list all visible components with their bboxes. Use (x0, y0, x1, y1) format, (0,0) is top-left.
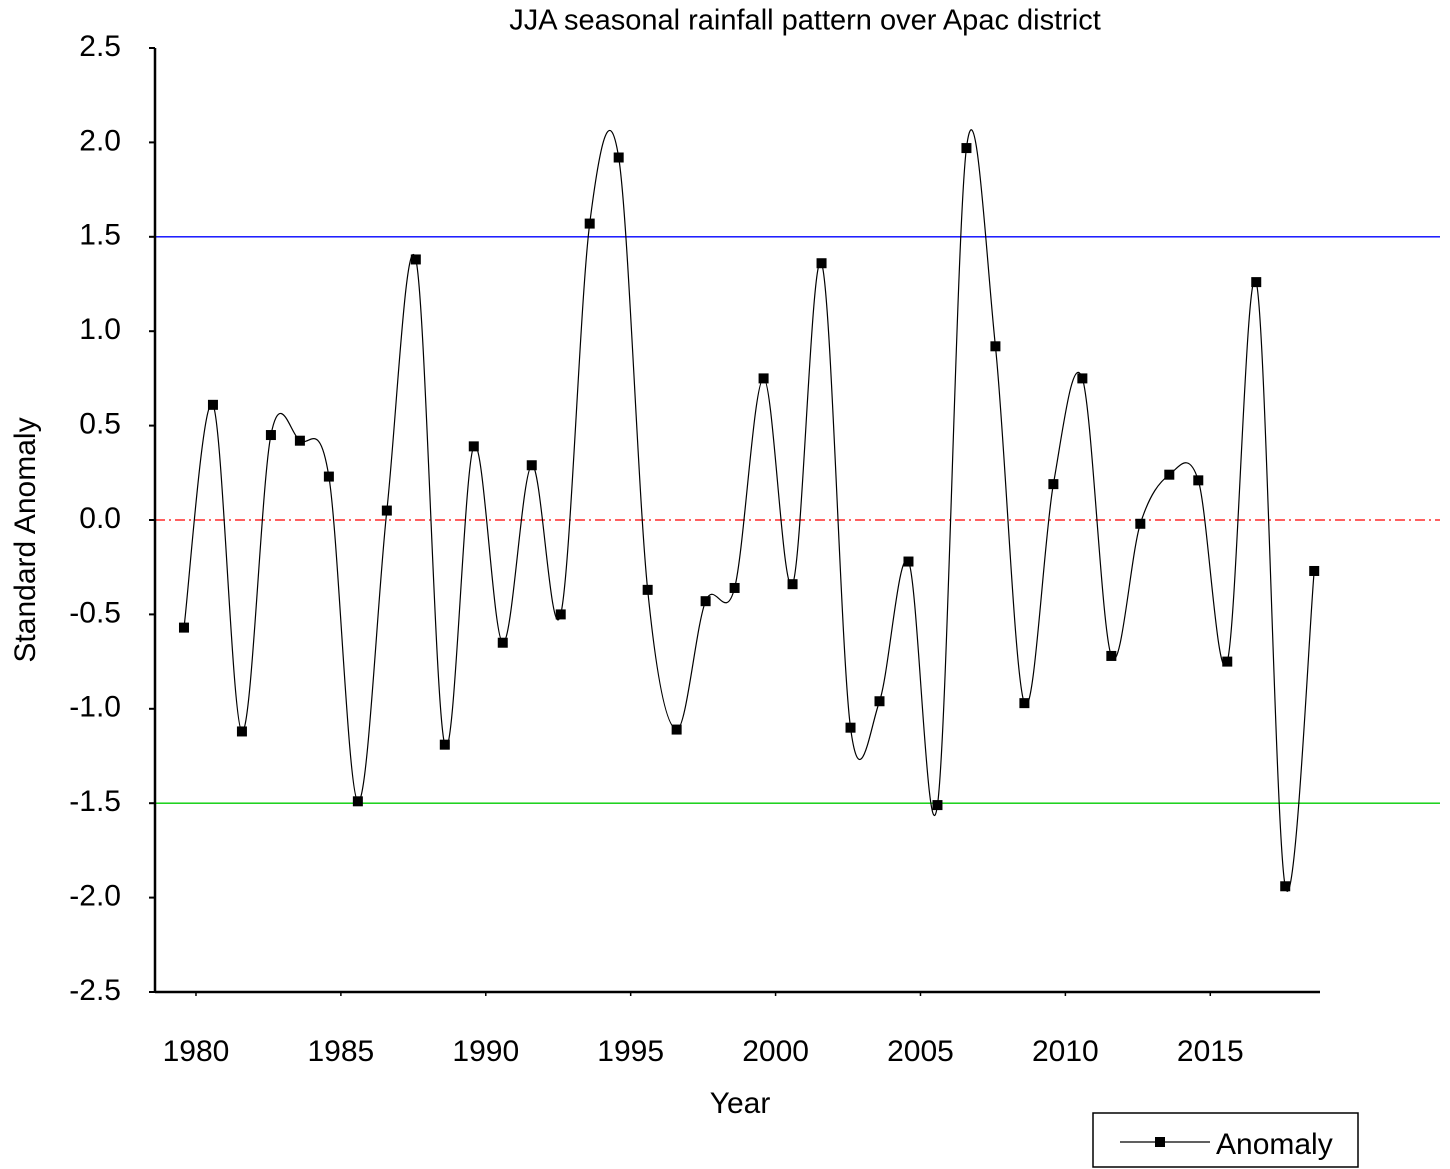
data-point (294, 435, 305, 446)
data-point (439, 739, 450, 750)
y-tick-label: 2.0 (79, 124, 121, 157)
legend-label: Anomaly (1216, 1128, 1333, 1161)
data-point (1280, 881, 1291, 892)
data-point (323, 471, 334, 482)
data-point (410, 254, 421, 265)
chart-title: JJA seasonal rainfall pattern over Apac … (509, 5, 1101, 37)
x-tick-label: 2010 (1032, 1035, 1099, 1068)
data-point (1222, 656, 1233, 667)
x-tick-label: 1990 (452, 1035, 519, 1068)
data-point (1077, 373, 1088, 384)
data-point (758, 373, 769, 384)
data-point (613, 152, 624, 163)
data-point (932, 800, 943, 811)
data-point (526, 460, 537, 471)
data-point (178, 622, 189, 633)
data-point (555, 609, 566, 620)
data-point (265, 430, 276, 441)
data-point (1048, 479, 1059, 490)
data-point (1164, 469, 1175, 480)
y-tick-label: -2.0 (69, 880, 121, 913)
data-point (468, 441, 479, 452)
y-tick-label: -0.5 (69, 596, 121, 629)
x-axis-label: Year (710, 1087, 771, 1120)
data-point (1309, 565, 1320, 576)
data-point (1193, 475, 1204, 486)
data-point (642, 584, 653, 595)
data-point (700, 596, 711, 607)
data-point (584, 218, 595, 229)
data-point (236, 726, 247, 737)
y-tick-label: 1.5 (79, 219, 121, 252)
x-tick-label: 1995 (597, 1035, 664, 1068)
data-point (381, 505, 392, 516)
data-point (816, 258, 827, 269)
data-point (352, 796, 363, 807)
x-tick-label: 2005 (887, 1035, 954, 1068)
data-point (207, 399, 218, 410)
data-point (990, 341, 1001, 352)
y-tick-label: -2.5 (69, 974, 121, 1007)
data-point (671, 724, 682, 735)
y-tick-label: 0.0 (79, 502, 121, 535)
data-point (1251, 277, 1262, 288)
y-tick-label: -1.0 (69, 691, 121, 724)
y-tick-label: 2.5 (79, 30, 121, 63)
x-tick-label: 1980 (163, 1035, 230, 1068)
y-tick-label: 0.5 (79, 408, 121, 441)
y-axis-label: Standard Anomaly (9, 417, 42, 662)
x-tick-label: 1985 (308, 1035, 375, 1068)
data-point (1106, 650, 1117, 661)
data-point (497, 637, 508, 648)
x-tick-label: 2015 (1177, 1035, 1244, 1068)
legend-box (1092, 1112, 1359, 1168)
data-point (874, 696, 885, 707)
data-point (1135, 518, 1146, 529)
data-point (961, 143, 972, 154)
data-point (1019, 698, 1030, 709)
x-tick-label: 2000 (742, 1035, 809, 1068)
legend-marker (1155, 1137, 1165, 1147)
data-point (845, 722, 856, 733)
y-tick-label: 1.0 (79, 313, 121, 346)
data-point (787, 579, 798, 590)
data-point (903, 556, 914, 567)
series-line (183, 129, 1315, 892)
data-point (729, 582, 740, 593)
y-tick-label: -1.5 (69, 785, 121, 818)
